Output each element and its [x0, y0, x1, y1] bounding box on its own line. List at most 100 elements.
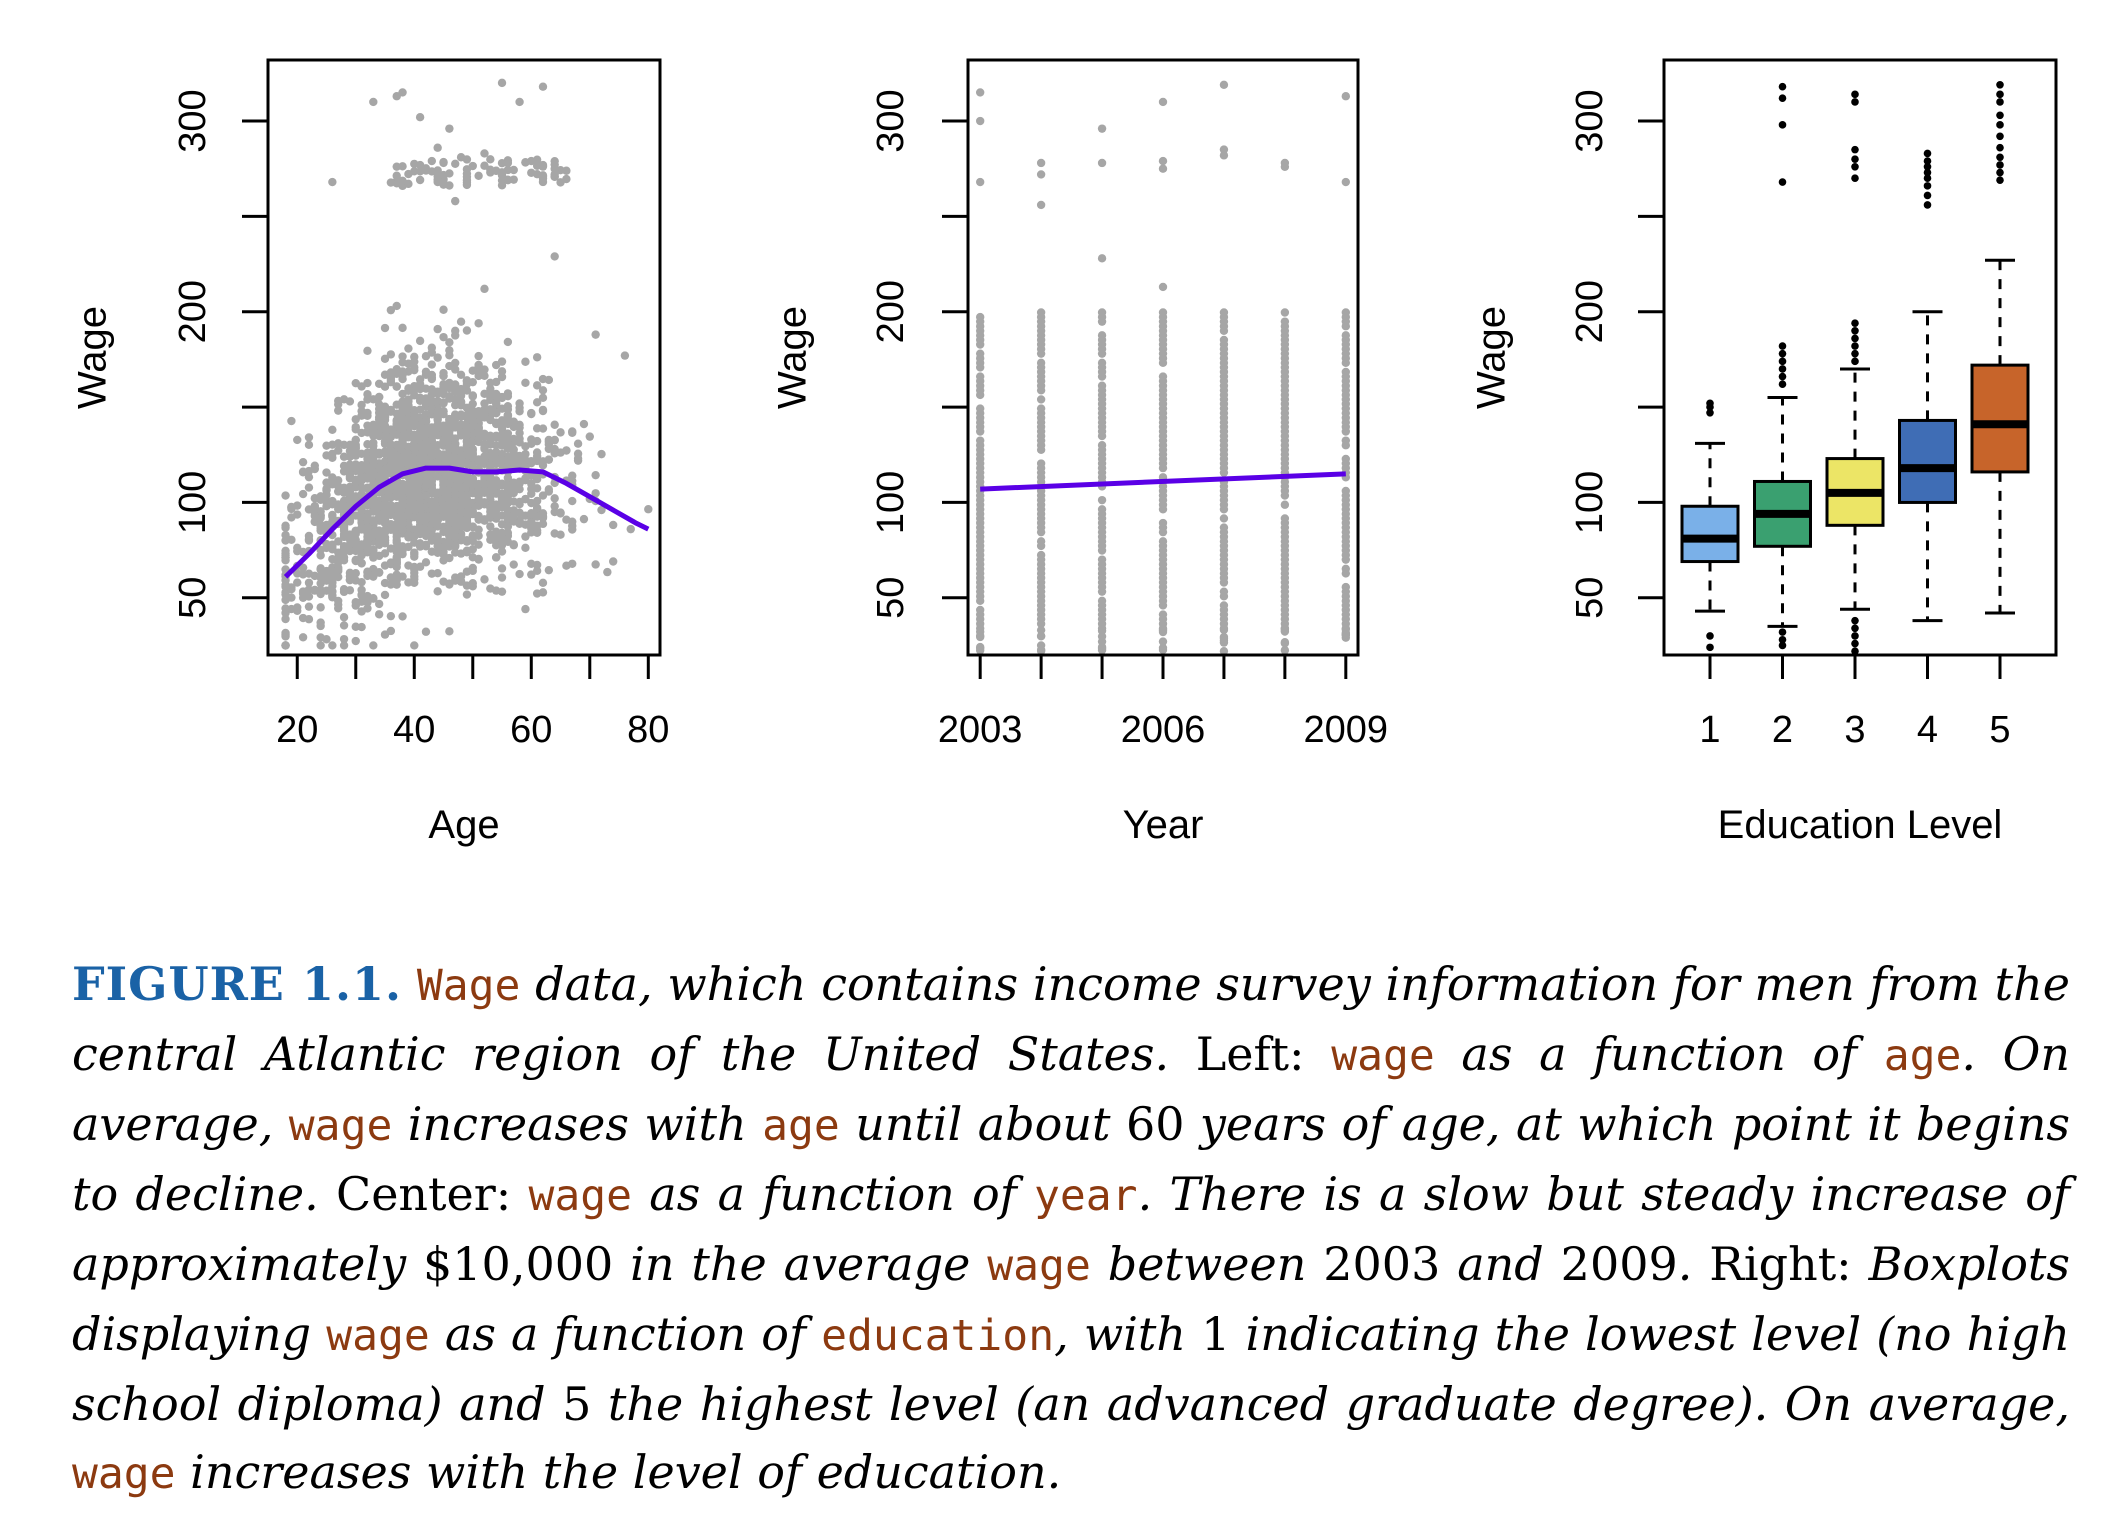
scatter-point [975, 632, 985, 642]
outlier-point [1778, 635, 1787, 644]
scatter-point [380, 516, 390, 525]
scatter-point [392, 576, 401, 585]
scatter-point [1036, 395, 1046, 404]
scatter-point [538, 174, 548, 183]
caption-text: and [1440, 1237, 1561, 1291]
scatter-point [363, 411, 372, 420]
scatter-point [486, 479, 495, 488]
scatter-point [380, 421, 390, 431]
caption-right: Right: [1709, 1237, 1852, 1291]
scatter-point [468, 161, 477, 171]
scatter-point [415, 175, 425, 185]
scatter-point [474, 360, 483, 370]
scatter-point [392, 553, 401, 562]
scatter-point [550, 252, 559, 261]
scatter-point [351, 511, 360, 520]
code-term: education [821, 1311, 1055, 1361]
scatter-point [486, 451, 495, 461]
scatter-point [433, 548, 442, 557]
outlier-point [1778, 349, 1787, 358]
scatter-point [497, 367, 507, 376]
outlier-point [1851, 145, 1859, 154]
scatter-point [357, 523, 366, 532]
scatter-point [1341, 630, 1351, 639]
scatter-point [433, 387, 442, 396]
scatter-point [445, 169, 454, 178]
scatter-point [386, 506, 396, 515]
scatter-point [345, 397, 355, 406]
scatter-point [351, 435, 360, 445]
scatter-point [1097, 358, 1107, 368]
box-1 [1680, 399, 1740, 652]
scatter-point [334, 406, 343, 415]
code-term: wage [326, 1311, 430, 1361]
outlier-point [1851, 90, 1859, 99]
scatter-point [497, 587, 507, 596]
scatter-point [433, 489, 442, 498]
scatter-point [451, 446, 460, 456]
scatter-point [1158, 518, 1168, 528]
scatter-point [521, 357, 530, 366]
scatter-point [427, 397, 437, 407]
scatter-point [491, 441, 501, 450]
scatter-point [1341, 367, 1351, 377]
scatter-point [573, 439, 583, 448]
scatter-point [486, 431, 495, 441]
scatter-point [503, 391, 513, 401]
code-term: wage [72, 1449, 176, 1499]
scatter-point [497, 435, 507, 444]
y-tick-label: 300 [870, 89, 912, 152]
scatter-point [538, 509, 548, 518]
y-tick-label: 100 [1569, 471, 1611, 534]
iqr-box [1898, 418, 1957, 504]
outlier-point [1851, 616, 1859, 625]
scatter-point [456, 516, 466, 525]
scatter-point [1097, 596, 1107, 606]
scatter-point [521, 543, 530, 553]
scatter-point [293, 603, 302, 612]
scatter-point [293, 578, 302, 587]
scatter-point [474, 412, 483, 421]
scatter-point [503, 405, 513, 414]
scatter-point [474, 434, 483, 444]
scatter-point [445, 391, 454, 401]
scatter-point [304, 578, 314, 587]
caption-text: data, which contains income survey infor… [72, 957, 2070, 1081]
outlier-point [1923, 149, 1932, 158]
caption-text: , with [1054, 1307, 1202, 1361]
scatter-point [497, 564, 507, 573]
scatter-point [497, 528, 507, 538]
y-tick-label: 100 [172, 471, 214, 534]
scatter-point [597, 449, 606, 459]
scatter-point [1219, 523, 1229, 532]
scatter-point [293, 435, 302, 445]
scatter-point [462, 491, 472, 500]
scatter-point [451, 489, 460, 499]
caption-text: indicating the lowest level (no high sch… [72, 1307, 2070, 1431]
scatter-point [421, 558, 431, 567]
outlier-point [1851, 632, 1859, 640]
scatter-point [527, 570, 536, 579]
code-term: Wage [416, 961, 521, 1011]
scatter-point [322, 468, 331, 477]
iqr-box [1680, 504, 1740, 564]
caption-text: increases with the level of education. [175, 1445, 1062, 1499]
outlier-point [1851, 624, 1859, 633]
scatter-point [298, 547, 308, 557]
scatter-point [421, 470, 431, 479]
scatter-point [439, 436, 448, 445]
scatter-point [1341, 454, 1351, 464]
scatter-point [339, 621, 349, 630]
scatter-point [462, 567, 472, 576]
scatter-point [316, 492, 325, 501]
scatter-point [439, 332, 448, 342]
scatter-point [304, 592, 314, 601]
scatter-point [480, 284, 489, 294]
scatter-point [357, 577, 366, 587]
scatter-point [509, 452, 518, 461]
scatter-point [486, 473, 495, 482]
scatter-point [497, 481, 507, 490]
figure-caption: FIGURE 1.1. Wage data, which contains in… [72, 950, 2070, 1508]
scatter-point [369, 553, 378, 562]
x-tick-label: 2009 [1304, 709, 1389, 751]
